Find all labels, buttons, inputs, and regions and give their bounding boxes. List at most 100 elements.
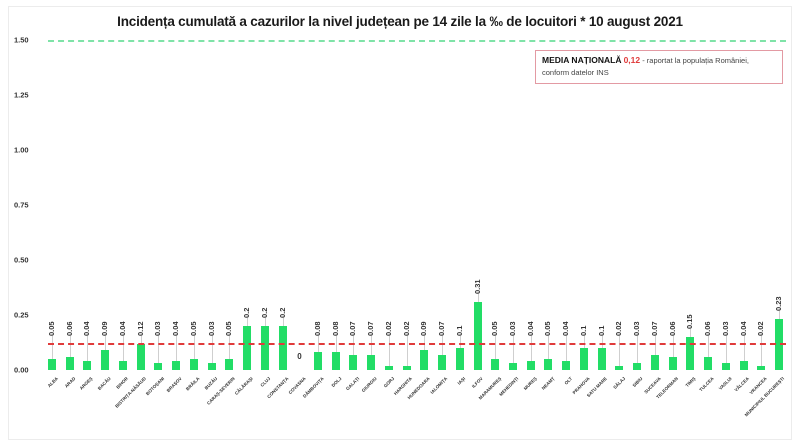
bar [650, 354, 659, 370]
y-tick-label: 1.00 [14, 145, 29, 155]
label-leader-line [513, 333, 515, 364]
label-leader-line [176, 333, 178, 362]
category-label: MUREȘ [522, 376, 538, 392]
value-label: 0.04 [561, 320, 571, 336]
category-label: BRAȘOV [165, 376, 183, 394]
label-leader-line [530, 333, 532, 362]
label-leader-line [264, 316, 266, 326]
bar [118, 361, 127, 370]
label-leader-line [708, 333, 710, 357]
category-label: VÂLCEA [733, 376, 751, 393]
category-label: VASLUI [717, 376, 733, 391]
label-leader-line [406, 333, 408, 366]
bar [668, 356, 677, 370]
value-label: 0.07 [437, 320, 447, 336]
value-label: 0.09 [100, 320, 110, 336]
bar [757, 365, 766, 370]
label-leader-line [743, 333, 745, 362]
value-label: 0.04 [525, 320, 535, 336]
label-leader-line [282, 316, 284, 326]
label-leader-line [583, 333, 585, 348]
bar [491, 359, 500, 370]
value-label: 0.06 [667, 320, 677, 336]
label-leader-line [69, 333, 71, 357]
bar [331, 352, 340, 370]
y-tick-label: 1.50 [14, 35, 29, 45]
category-label: ARAD [63, 376, 77, 389]
value-label: 0.12 [135, 320, 145, 336]
value-label: 0 [297, 352, 302, 361]
category-label: BOTOȘANI [144, 376, 165, 397]
value-label: 0.02 [614, 320, 624, 336]
bar [278, 326, 287, 370]
y-tick-label: 0.50 [14, 255, 29, 265]
bar [154, 363, 163, 370]
label-leader-line [725, 333, 727, 364]
bar [633, 363, 642, 370]
bar [243, 326, 252, 370]
value-label: 0.06 [64, 320, 74, 336]
category-label: ARGEȘ [79, 376, 95, 391]
bar [473, 301, 482, 370]
label-leader-line [388, 333, 390, 366]
bar [402, 365, 411, 370]
category-label: BACĂU [96, 376, 112, 392]
bar [704, 356, 713, 370]
bar [615, 365, 624, 370]
value-label: 0.03 [632, 320, 642, 336]
value-label: 0.03 [720, 320, 730, 336]
value-label: 0.03 [153, 320, 163, 336]
value-label: 0.07 [348, 320, 358, 336]
label-leader-line [459, 333, 461, 348]
value-label: 0.02 [756, 320, 766, 336]
category-label: BIHOR [115, 376, 130, 390]
legend-box: MEDIA NAȚIONALĂ 0,12 - raportat la popul… [535, 50, 783, 84]
bar [65, 356, 74, 370]
bar [686, 337, 695, 370]
bar [420, 350, 429, 370]
category-label: SIBIU [631, 376, 644, 389]
label-leader-line [52, 333, 53, 359]
bar [349, 354, 358, 370]
bar [136, 343, 145, 370]
value-label: 0.05 [47, 320, 56, 336]
category-label: IAȘI [456, 376, 467, 386]
value-label: 0.1 [578, 325, 588, 336]
category-label: OLT [563, 376, 573, 386]
value-label: 0.2 [277, 307, 287, 318]
bar [313, 352, 322, 370]
label-leader-line [495, 333, 497, 359]
label-leader-line [193, 333, 195, 359]
value-label: 0.2 [259, 307, 269, 318]
value-label: 0.03 [508, 320, 518, 336]
label-leader-line [247, 316, 249, 326]
label-leader-line [229, 333, 231, 359]
label-leader-line [424, 333, 426, 351]
chart-title: Incidența cumulată a cazurilor la nivel … [117, 14, 683, 29]
legend-label: MEDIA NAȚIONALĂ [542, 55, 622, 65]
label-leader-line [548, 333, 550, 359]
y-tick-label: 0.75 [14, 200, 29, 210]
bar [562, 361, 571, 370]
value-label: 0.04 [738, 320, 748, 336]
bar [721, 363, 730, 370]
bar [367, 354, 376, 370]
value-label: 0.05 [224, 320, 234, 336]
value-label: 0.05 [490, 320, 500, 336]
bar [544, 359, 553, 370]
label-leader-line [122, 333, 124, 362]
y-tick-label: 0.00 [14, 365, 29, 375]
bar [509, 363, 518, 370]
value-label: 0.1 [596, 325, 606, 336]
value-label: 0.05 [543, 320, 553, 336]
label-leader-line [761, 333, 763, 366]
category-label: GIURGIU [360, 376, 378, 394]
bar [48, 359, 56, 370]
bar [579, 348, 588, 370]
category-label: CĂLĂRAȘI [233, 376, 254, 396]
category-label: IALOMIȚA [429, 376, 449, 395]
value-label: 0.07 [366, 320, 376, 336]
value-label: 0.06 [703, 320, 713, 336]
category-label: GALAȚI [344, 376, 360, 392]
